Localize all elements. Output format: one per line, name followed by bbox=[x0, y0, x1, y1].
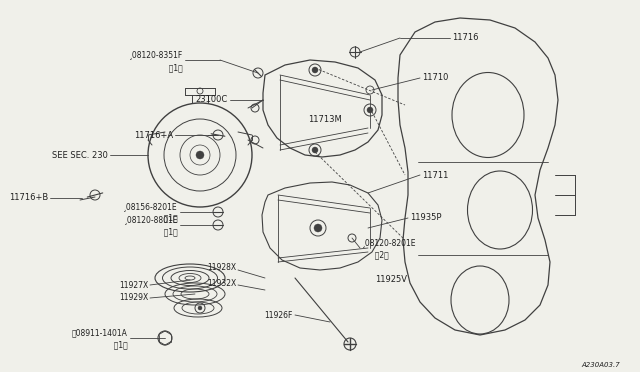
Text: 11713M: 11713M bbox=[308, 115, 342, 125]
Circle shape bbox=[314, 224, 322, 232]
Text: ¸08120-8201E: ¸08120-8201E bbox=[362, 238, 417, 247]
Text: SEE SEC. 230: SEE SEC. 230 bbox=[52, 151, 108, 160]
Text: 11929X: 11929X bbox=[119, 294, 148, 302]
Text: 11932X: 11932X bbox=[207, 279, 236, 288]
Text: A230A03.7: A230A03.7 bbox=[581, 362, 620, 368]
Text: 11925V: 11925V bbox=[375, 276, 407, 285]
Text: ¸08120-8801E: ¸08120-8801E bbox=[124, 215, 178, 224]
Text: 11711: 11711 bbox=[422, 170, 449, 180]
Circle shape bbox=[312, 67, 318, 73]
Text: 11926F: 11926F bbox=[264, 311, 293, 320]
Text: ¸08120-8351F: ¸08120-8351F bbox=[129, 51, 183, 60]
Text: 11927X: 11927X bbox=[119, 280, 148, 289]
Text: （1）: （1） bbox=[159, 228, 178, 237]
Text: 11710: 11710 bbox=[422, 74, 449, 83]
Circle shape bbox=[198, 306, 202, 310]
Text: ⓝ08911-1401A: ⓝ08911-1401A bbox=[72, 328, 128, 337]
Text: 11716+A: 11716+A bbox=[134, 131, 173, 140]
Text: （1）: （1） bbox=[159, 214, 178, 222]
Text: （2）: （2） bbox=[370, 250, 388, 260]
Text: （1）: （1） bbox=[164, 64, 183, 73]
Circle shape bbox=[367, 107, 373, 113]
Text: 11935P: 11935P bbox=[410, 214, 442, 222]
Text: 23100C: 23100C bbox=[196, 96, 228, 105]
Text: ¸08156-8201E: ¸08156-8201E bbox=[124, 202, 178, 212]
Text: 11716: 11716 bbox=[452, 33, 479, 42]
Text: （1）: （1） bbox=[109, 340, 128, 350]
Circle shape bbox=[196, 151, 204, 159]
Text: 11928X: 11928X bbox=[207, 263, 236, 273]
Circle shape bbox=[312, 147, 318, 153]
Text: 11716+B: 11716+B bbox=[9, 193, 48, 202]
